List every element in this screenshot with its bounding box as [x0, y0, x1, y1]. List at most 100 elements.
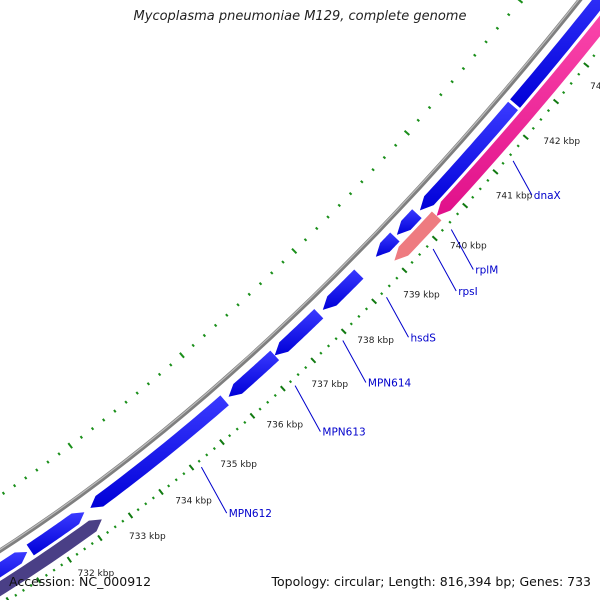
minor-tick — [136, 508, 140, 512]
minor-tick — [357, 314, 361, 318]
tick-label: 739 kbp — [403, 291, 440, 301]
gene-leader-line — [432, 248, 457, 292]
backbone-layer — [0, 0, 583, 554]
major-tick — [36, 577, 42, 584]
minor-tick — [364, 307, 369, 311]
minor-tick — [509, 153, 513, 157]
minor-tick — [75, 552, 79, 556]
outer-tick — [169, 363, 173, 367]
tick-label: 743 kbp — [590, 82, 600, 92]
gene-label-layer: MPN612 MPN613 MPN614 hsdS rpsI rplM dnaX — [200, 160, 561, 520]
minor-tick — [14, 593, 18, 597]
backbone-highlight — [0, 0, 580, 551]
outer-tick — [57, 452, 61, 456]
major-tick — [158, 488, 164, 496]
cds-feature — [26, 512, 85, 556]
major-tick — [401, 267, 408, 274]
outer-tick — [90, 426, 95, 431]
cds-feature — [396, 209, 422, 235]
outer-tick — [102, 418, 106, 422]
outer-tick — [337, 203, 341, 208]
minor-tick — [21, 588, 25, 592]
tick-label-layer: 732 kbp 733 kbp 734 kbp 735 kbp 736 kbp 737 k… — [78, 82, 600, 579]
minor-tick — [380, 292, 384, 296]
outer-tick — [124, 400, 128, 404]
outer-tick — [191, 343, 195, 348]
minor-tick — [501, 161, 505, 165]
major-tick — [127, 512, 134, 519]
cds-feature — [322, 269, 364, 310]
minor-tick — [425, 244, 429, 249]
minor-tick — [44, 573, 48, 577]
outer-tick — [326, 215, 330, 219]
gene-label-rplm: rplM — [475, 265, 498, 277]
outer-tick — [439, 93, 443, 97]
minor-tick — [228, 434, 232, 438]
minor-tick — [486, 178, 490, 182]
outer-tick — [236, 303, 240, 307]
outer-tick — [270, 271, 274, 275]
outer-tick — [24, 476, 28, 480]
major-tick — [492, 169, 499, 175]
rrna-feature — [394, 211, 442, 261]
minor-tick — [106, 530, 110, 535]
tick-label: 742 kbp — [543, 137, 580, 147]
minor-tick — [174, 478, 178, 482]
minor-tick — [235, 427, 239, 431]
minor-tick — [478, 187, 482, 191]
minor-tick — [326, 344, 331, 348]
outer-tick — [484, 40, 488, 44]
minor-tick — [167, 484, 171, 488]
minor-tick — [144, 502, 148, 506]
outer-tick — [450, 80, 454, 84]
trna-feature — [436, 15, 600, 216]
gene-label-dnax: dnaX — [534, 190, 561, 202]
outer-tick-track — [1, 0, 524, 495]
outer-tick — [303, 238, 308, 242]
minor-tick — [448, 220, 452, 224]
minor-tick — [471, 195, 475, 199]
major-tick — [188, 464, 195, 471]
major-tick — [249, 412, 256, 419]
major-tick — [522, 134, 529, 141]
gene-leader-line — [450, 229, 474, 270]
outer-tick — [427, 105, 432, 110]
outer-tick — [247, 292, 251, 297]
gene-label-rpsi: rpsI — [458, 286, 478, 298]
outer-tick — [67, 442, 73, 449]
outer-tick — [416, 118, 420, 122]
outer-tick — [135, 391, 139, 395]
outer-tick — [461, 66, 466, 71]
outer-tick — [12, 483, 17, 488]
tick-label: 733 kbp — [129, 532, 166, 542]
outer-tick — [202, 333, 207, 338]
tick-label: 732 kbp — [78, 569, 115, 579]
outer-tick — [348, 191, 353, 196]
minor-tick — [516, 144, 520, 148]
accession-text: Accession: NC_000912 — [9, 574, 152, 589]
major-tick — [462, 202, 469, 209]
cds-feature — [90, 395, 229, 508]
outer-tick — [157, 372, 162, 377]
gene-leader-line — [294, 385, 321, 432]
cds-reverse-feature — [0, 519, 102, 597]
cds-feature — [274, 309, 324, 356]
minor-tick — [83, 547, 87, 551]
minor-tick — [334, 337, 338, 341]
major-tick — [279, 385, 286, 392]
genome-summary-text: Topology: circular; Length: 816,394 bp; … — [271, 574, 592, 589]
minor-tick — [319, 351, 323, 355]
minor-tick — [349, 322, 353, 326]
cds-feature — [375, 232, 400, 257]
cds-feature — [419, 101, 518, 211]
outer-tick — [371, 168, 375, 172]
backbone-outer-line — [0, 0, 583, 554]
outer-tick — [393, 143, 398, 147]
outer-tick — [79, 435, 84, 439]
tick-label: 735 kbp — [220, 460, 257, 470]
minor-tick — [410, 260, 414, 265]
cds-feature — [0, 552, 28, 578]
minor-tick — [266, 400, 270, 404]
